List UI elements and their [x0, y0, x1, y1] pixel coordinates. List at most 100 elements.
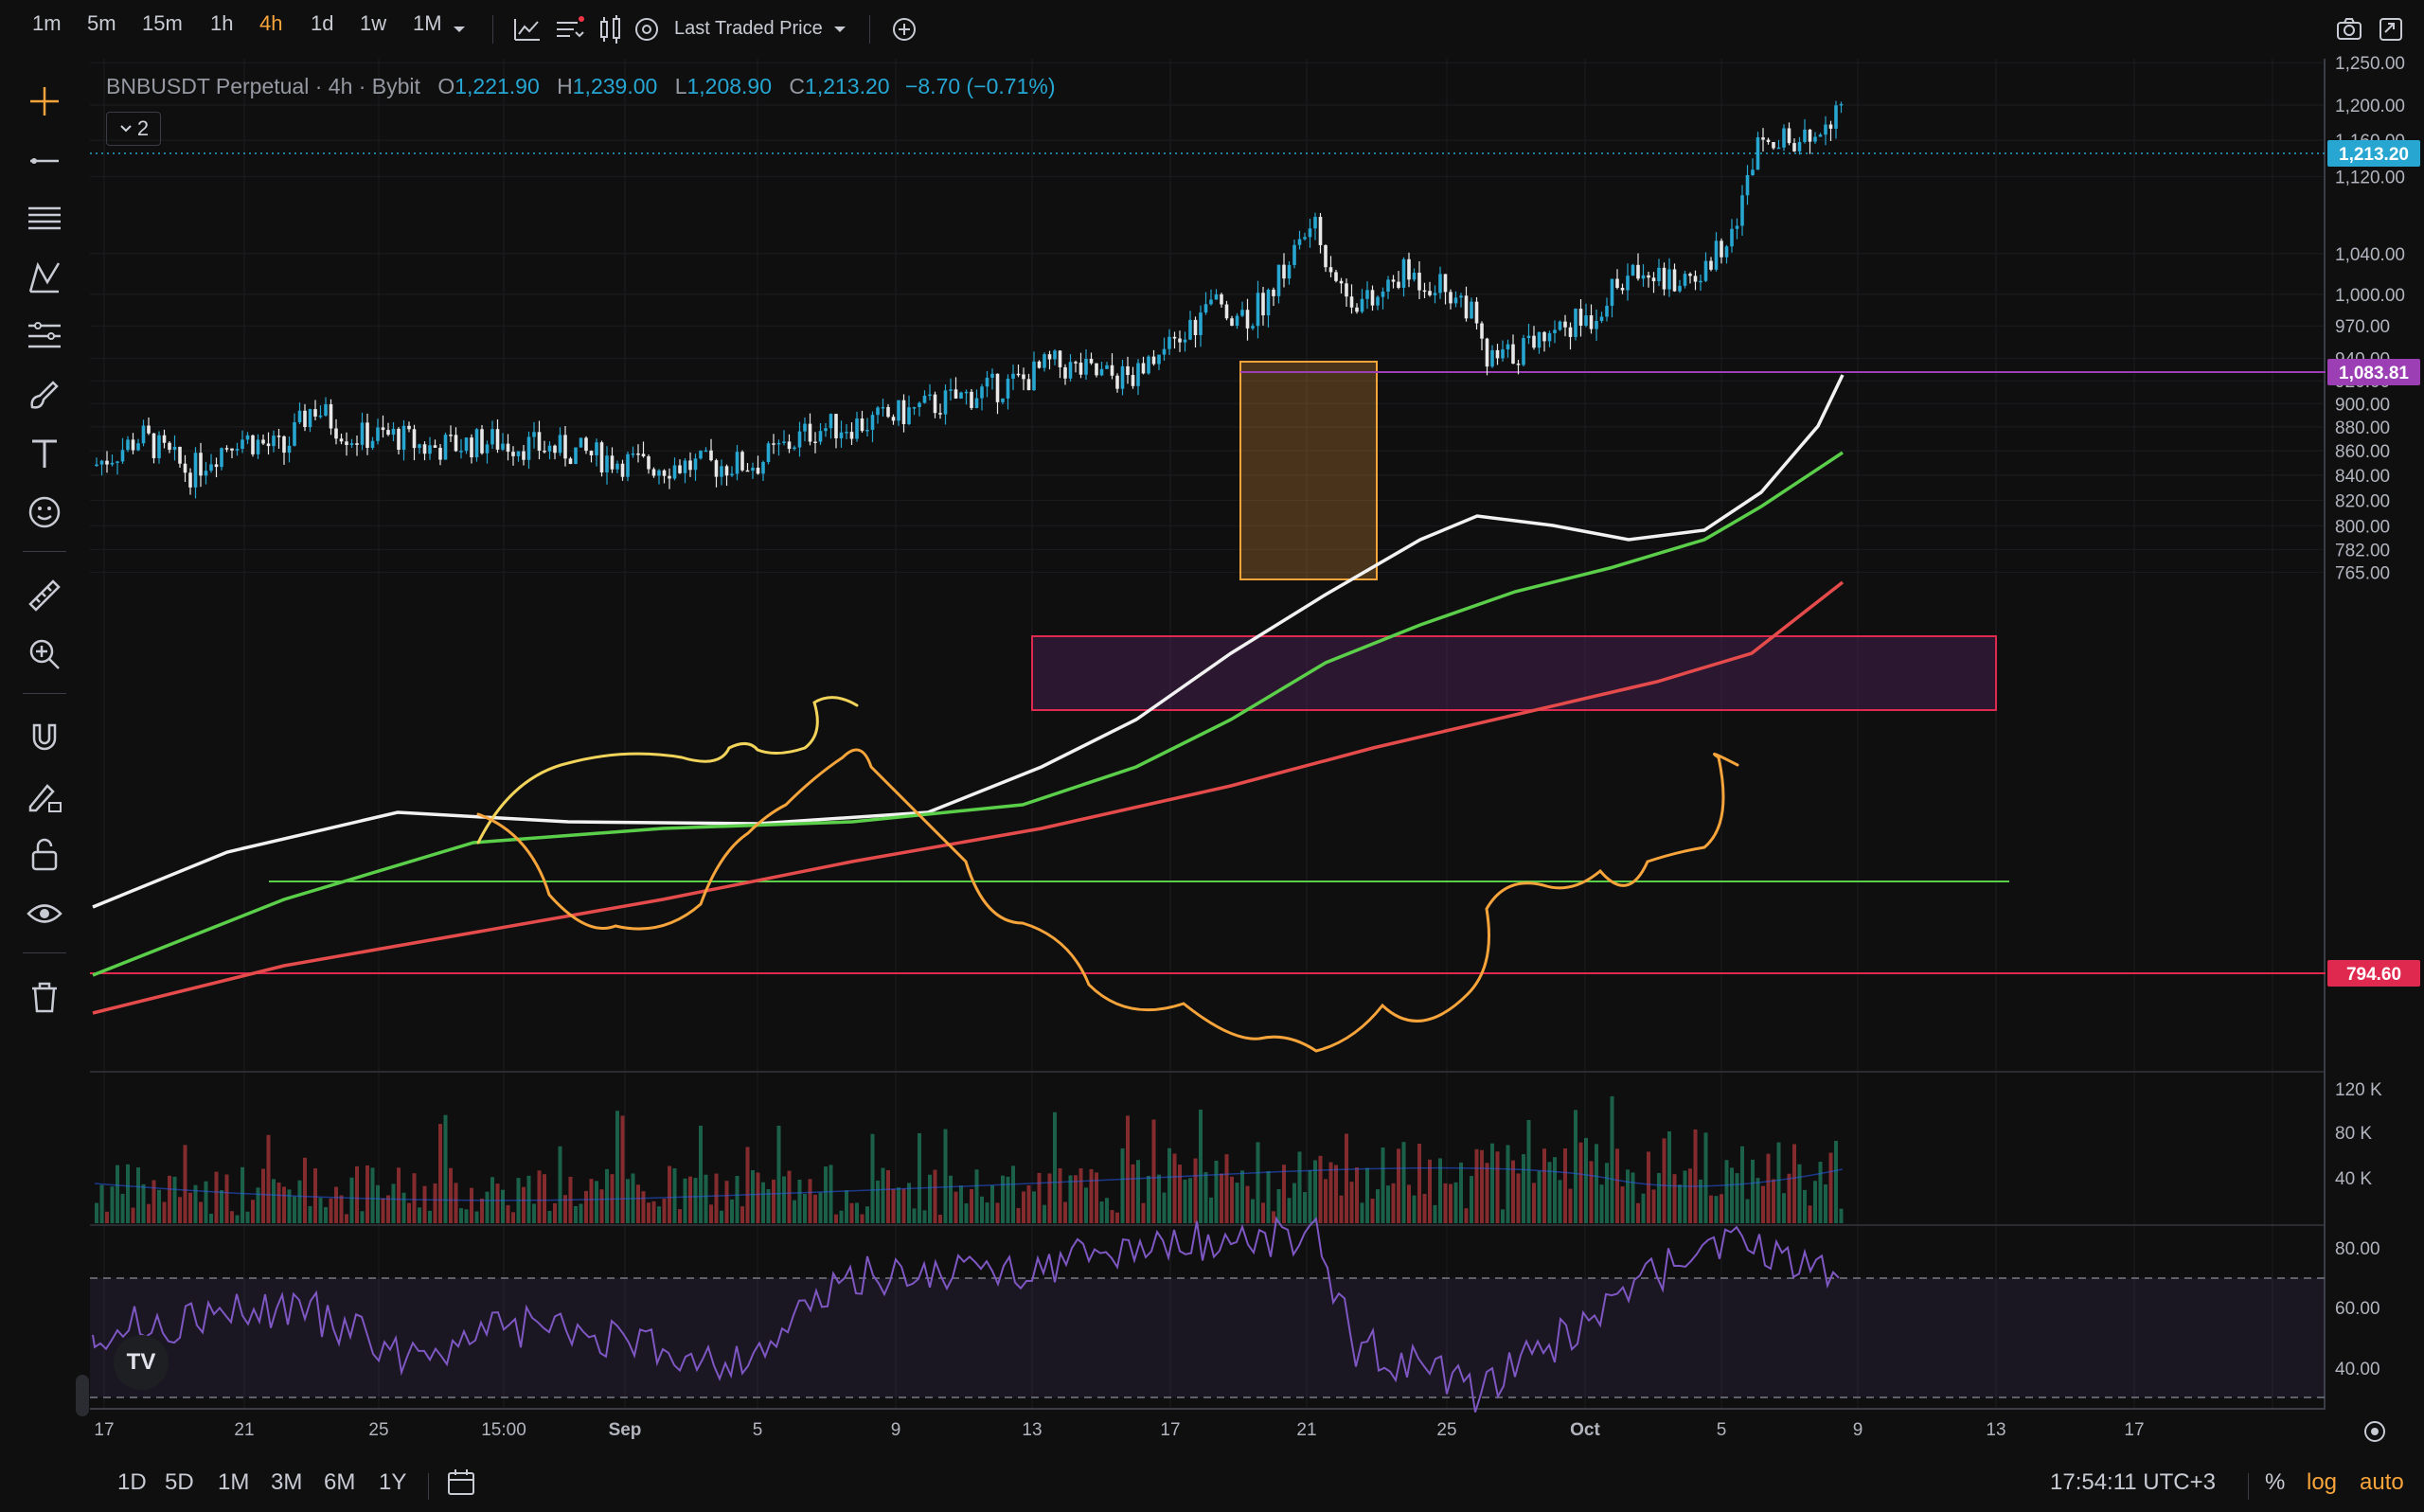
time-tick: Sep	[609, 1420, 642, 1440]
panel-resize-handle[interactable]	[76, 1375, 89, 1416]
range-1d[interactable]: 1D	[117, 1469, 147, 1495]
trend-line-tool[interactable]	[23, 138, 66, 182]
candle-body	[1011, 373, 1015, 379]
lock-draw-tool[interactable]	[23, 774, 66, 818]
volume-bar	[688, 1176, 692, 1223]
range-1y[interactable]: 1Y	[379, 1469, 407, 1495]
volume-bar	[907, 1183, 911, 1223]
fullscreen-icon[interactable]	[2375, 13, 2407, 45]
volume-bar	[1110, 1210, 1114, 1223]
timeframe-dropdown-icon[interactable]	[449, 19, 470, 40]
timeframe-4h[interactable]: 4h	[259, 11, 283, 35]
open-value: 1,221.90	[454, 74, 540, 98]
candle-body	[152, 433, 156, 458]
volume-bar	[668, 1165, 671, 1223]
auto-toggle[interactable]: auto	[2360, 1469, 2404, 1495]
ruler-icon	[28, 579, 61, 612]
candle-body	[647, 456, 651, 470]
candle-body	[438, 447, 442, 460]
zoom-in-tool[interactable]	[23, 632, 66, 676]
volume-bar	[220, 1190, 223, 1223]
delete-tool[interactable]	[23, 975, 66, 1019]
chevron-down-icon[interactable]	[829, 19, 850, 40]
symbol-title[interactable]: BNBUSDT Perpetual · 4h · Bybit	[106, 74, 420, 98]
volume-bar	[1792, 1144, 1796, 1223]
time-tick: 13	[1986, 1420, 2005, 1440]
brush-tool[interactable]	[23, 373, 66, 417]
volume-bar	[1772, 1179, 1775, 1223]
candle-body	[1766, 139, 1771, 142]
candle-body	[1115, 375, 1119, 389]
candle-body	[193, 453, 198, 488]
pattern-tool[interactable]	[23, 256, 66, 299]
timeframe-1h[interactable]: 1h	[210, 11, 234, 35]
volume-bar	[943, 1129, 948, 1223]
timeframe-15m[interactable]: 15m	[142, 11, 183, 35]
range-1m[interactable]: 1M	[218, 1469, 250, 1495]
hide-tool[interactable]	[23, 892, 66, 935]
volume-bar	[1068, 1175, 1073, 1223]
change-value: −8.70 (−0.71%)	[904, 74, 1056, 98]
volume-bar	[511, 1212, 515, 1223]
volume-bar	[1099, 1201, 1104, 1223]
clock[interactable]: 17:54:11 UTC+3	[2050, 1469, 2216, 1495]
volume-bar	[641, 1191, 646, 1223]
ruler-tool[interactable]	[23, 574, 66, 617]
candle-body	[1459, 295, 1463, 298]
price-source-select[interactable]: Last Traded Price	[674, 18, 823, 39]
timeframe-1w[interactable]: 1w	[360, 11, 387, 35]
volume-bar	[95, 1202, 98, 1223]
volume-bar	[1339, 1195, 1344, 1223]
candle-body	[720, 466, 723, 477]
plus-circle-icon[interactable]	[888, 13, 920, 45]
candle-body	[615, 463, 619, 470]
volume-bar	[1818, 1162, 1823, 1223]
candle-body	[1756, 137, 1760, 170]
indicators-icon[interactable]	[553, 13, 585, 45]
legend-collapse-button[interactable]: 2	[106, 112, 161, 146]
crosshair-tool[interactable]	[23, 80, 66, 123]
candle-body	[1589, 315, 1594, 329]
range-6m[interactable]: 6M	[324, 1469, 356, 1495]
candle-body	[365, 422, 369, 449]
volume-bar	[751, 1169, 755, 1223]
candle-body	[595, 442, 598, 455]
candles-icon[interactable]	[595, 13, 627, 45]
candle-body	[1303, 237, 1307, 240]
timeframe-1M[interactable]: 1M	[413, 11, 442, 35]
top-toolbar: 1m 5m 15m 1h 4h 1d 1w 1M Last Traded Pri…	[0, 0, 2424, 59]
text-tool[interactable]	[23, 432, 66, 475]
projection-tool[interactable]	[23, 314, 66, 358]
candle-body	[1537, 331, 1542, 348]
timeframe-5m[interactable]: 5m	[87, 11, 116, 35]
calendar-icon[interactable]	[445, 1466, 479, 1500]
timeframe-1d[interactable]: 1d	[311, 11, 334, 35]
range-3m[interactable]: 3M	[271, 1469, 303, 1495]
emoji-tool[interactable]	[23, 490, 66, 534]
chart-type-icon[interactable]	[511, 13, 544, 45]
percent-toggle[interactable]: %	[2265, 1469, 2286, 1495]
candle-body	[370, 440, 375, 449]
price-chart[interactable]: 1,250.001,200.001,160.001,120.001,040.00…	[0, 0, 2424, 1458]
magnet-tool[interactable]	[23, 716, 66, 759]
log-toggle[interactable]: log	[2307, 1469, 2338, 1495]
volume-bar	[599, 1189, 604, 1223]
price-source-icon[interactable]	[631, 13, 663, 45]
time-tick: 15:00	[481, 1420, 526, 1440]
volume-bar	[584, 1190, 588, 1223]
range-5d[interactable]: 5D	[165, 1469, 194, 1495]
candle-body	[1501, 349, 1505, 359]
volume-bar	[318, 1198, 323, 1223]
timeframe-1m[interactable]: 1m	[32, 11, 62, 35]
time-tick: 9	[1853, 1420, 1863, 1440]
volume-bar	[1276, 1189, 1281, 1223]
candle-body	[261, 439, 265, 444]
lock-tool[interactable]	[23, 833, 66, 877]
candle-body	[1397, 281, 1400, 288]
candle-body	[1693, 276, 1698, 282]
volume-bar	[1610, 1095, 1614, 1223]
volume-bar	[818, 1192, 823, 1223]
fib-tool[interactable]	[23, 197, 66, 240]
candle-body	[1433, 293, 1437, 295]
camera-icon[interactable]	[2333, 13, 2365, 45]
